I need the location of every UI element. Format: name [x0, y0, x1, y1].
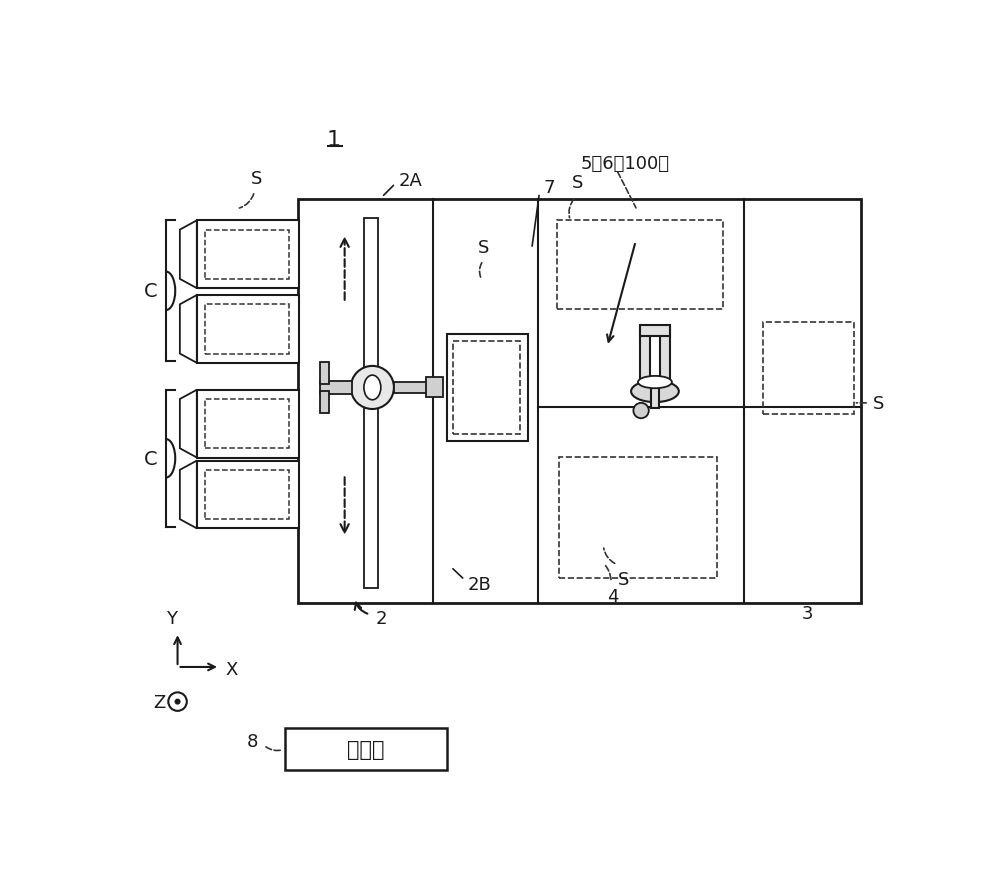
- Bar: [197, 296, 299, 363]
- Circle shape: [633, 403, 649, 418]
- Bar: [559, 457, 717, 578]
- Ellipse shape: [364, 375, 381, 401]
- Bar: [298, 199, 861, 603]
- Text: S: S: [572, 174, 584, 192]
- Text: 3: 3: [801, 604, 813, 622]
- Bar: [320, 363, 329, 384]
- Text: 4: 4: [607, 587, 618, 605]
- Bar: [320, 392, 329, 413]
- Text: 1: 1: [327, 130, 341, 149]
- Text: S: S: [873, 394, 884, 412]
- Bar: [394, 383, 431, 393]
- Bar: [205, 400, 289, 449]
- Polygon shape: [180, 296, 197, 363]
- Bar: [205, 305, 289, 354]
- Bar: [364, 219, 378, 588]
- Polygon shape: [180, 221, 197, 289]
- Text: S: S: [618, 570, 629, 588]
- Bar: [447, 334, 528, 442]
- Bar: [320, 382, 352, 394]
- Bar: [197, 391, 299, 458]
- Text: Z: Z: [153, 693, 165, 711]
- Bar: [197, 461, 299, 528]
- Circle shape: [168, 693, 187, 711]
- Text: 8: 8: [247, 732, 258, 750]
- Bar: [640, 329, 650, 384]
- Bar: [763, 323, 854, 415]
- Bar: [640, 325, 670, 336]
- Bar: [205, 470, 289, 519]
- Bar: [197, 221, 299, 289]
- Bar: [285, 728, 447, 771]
- Text: 控制部: 控制部: [347, 739, 385, 759]
- Text: 5／6（100）: 5／6（100）: [580, 155, 669, 173]
- Bar: [557, 221, 723, 309]
- Circle shape: [351, 367, 394, 409]
- Text: C: C: [144, 282, 157, 301]
- Polygon shape: [180, 391, 197, 458]
- Polygon shape: [180, 461, 197, 528]
- Bar: [651, 381, 659, 409]
- Text: 7: 7: [543, 179, 555, 197]
- Text: 2B: 2B: [468, 575, 492, 593]
- Ellipse shape: [638, 376, 672, 389]
- Ellipse shape: [631, 381, 679, 402]
- Bar: [426, 378, 443, 398]
- Bar: [660, 329, 670, 384]
- Text: X: X: [225, 661, 238, 679]
- Text: S: S: [478, 239, 490, 257]
- Text: Y: Y: [166, 609, 177, 628]
- Bar: [453, 342, 520, 434]
- Circle shape: [175, 699, 180, 704]
- Bar: [205, 231, 289, 280]
- Text: S: S: [251, 170, 263, 188]
- Text: 2: 2: [375, 610, 387, 628]
- Text: C: C: [144, 450, 157, 468]
- Text: 2A: 2A: [399, 172, 422, 190]
